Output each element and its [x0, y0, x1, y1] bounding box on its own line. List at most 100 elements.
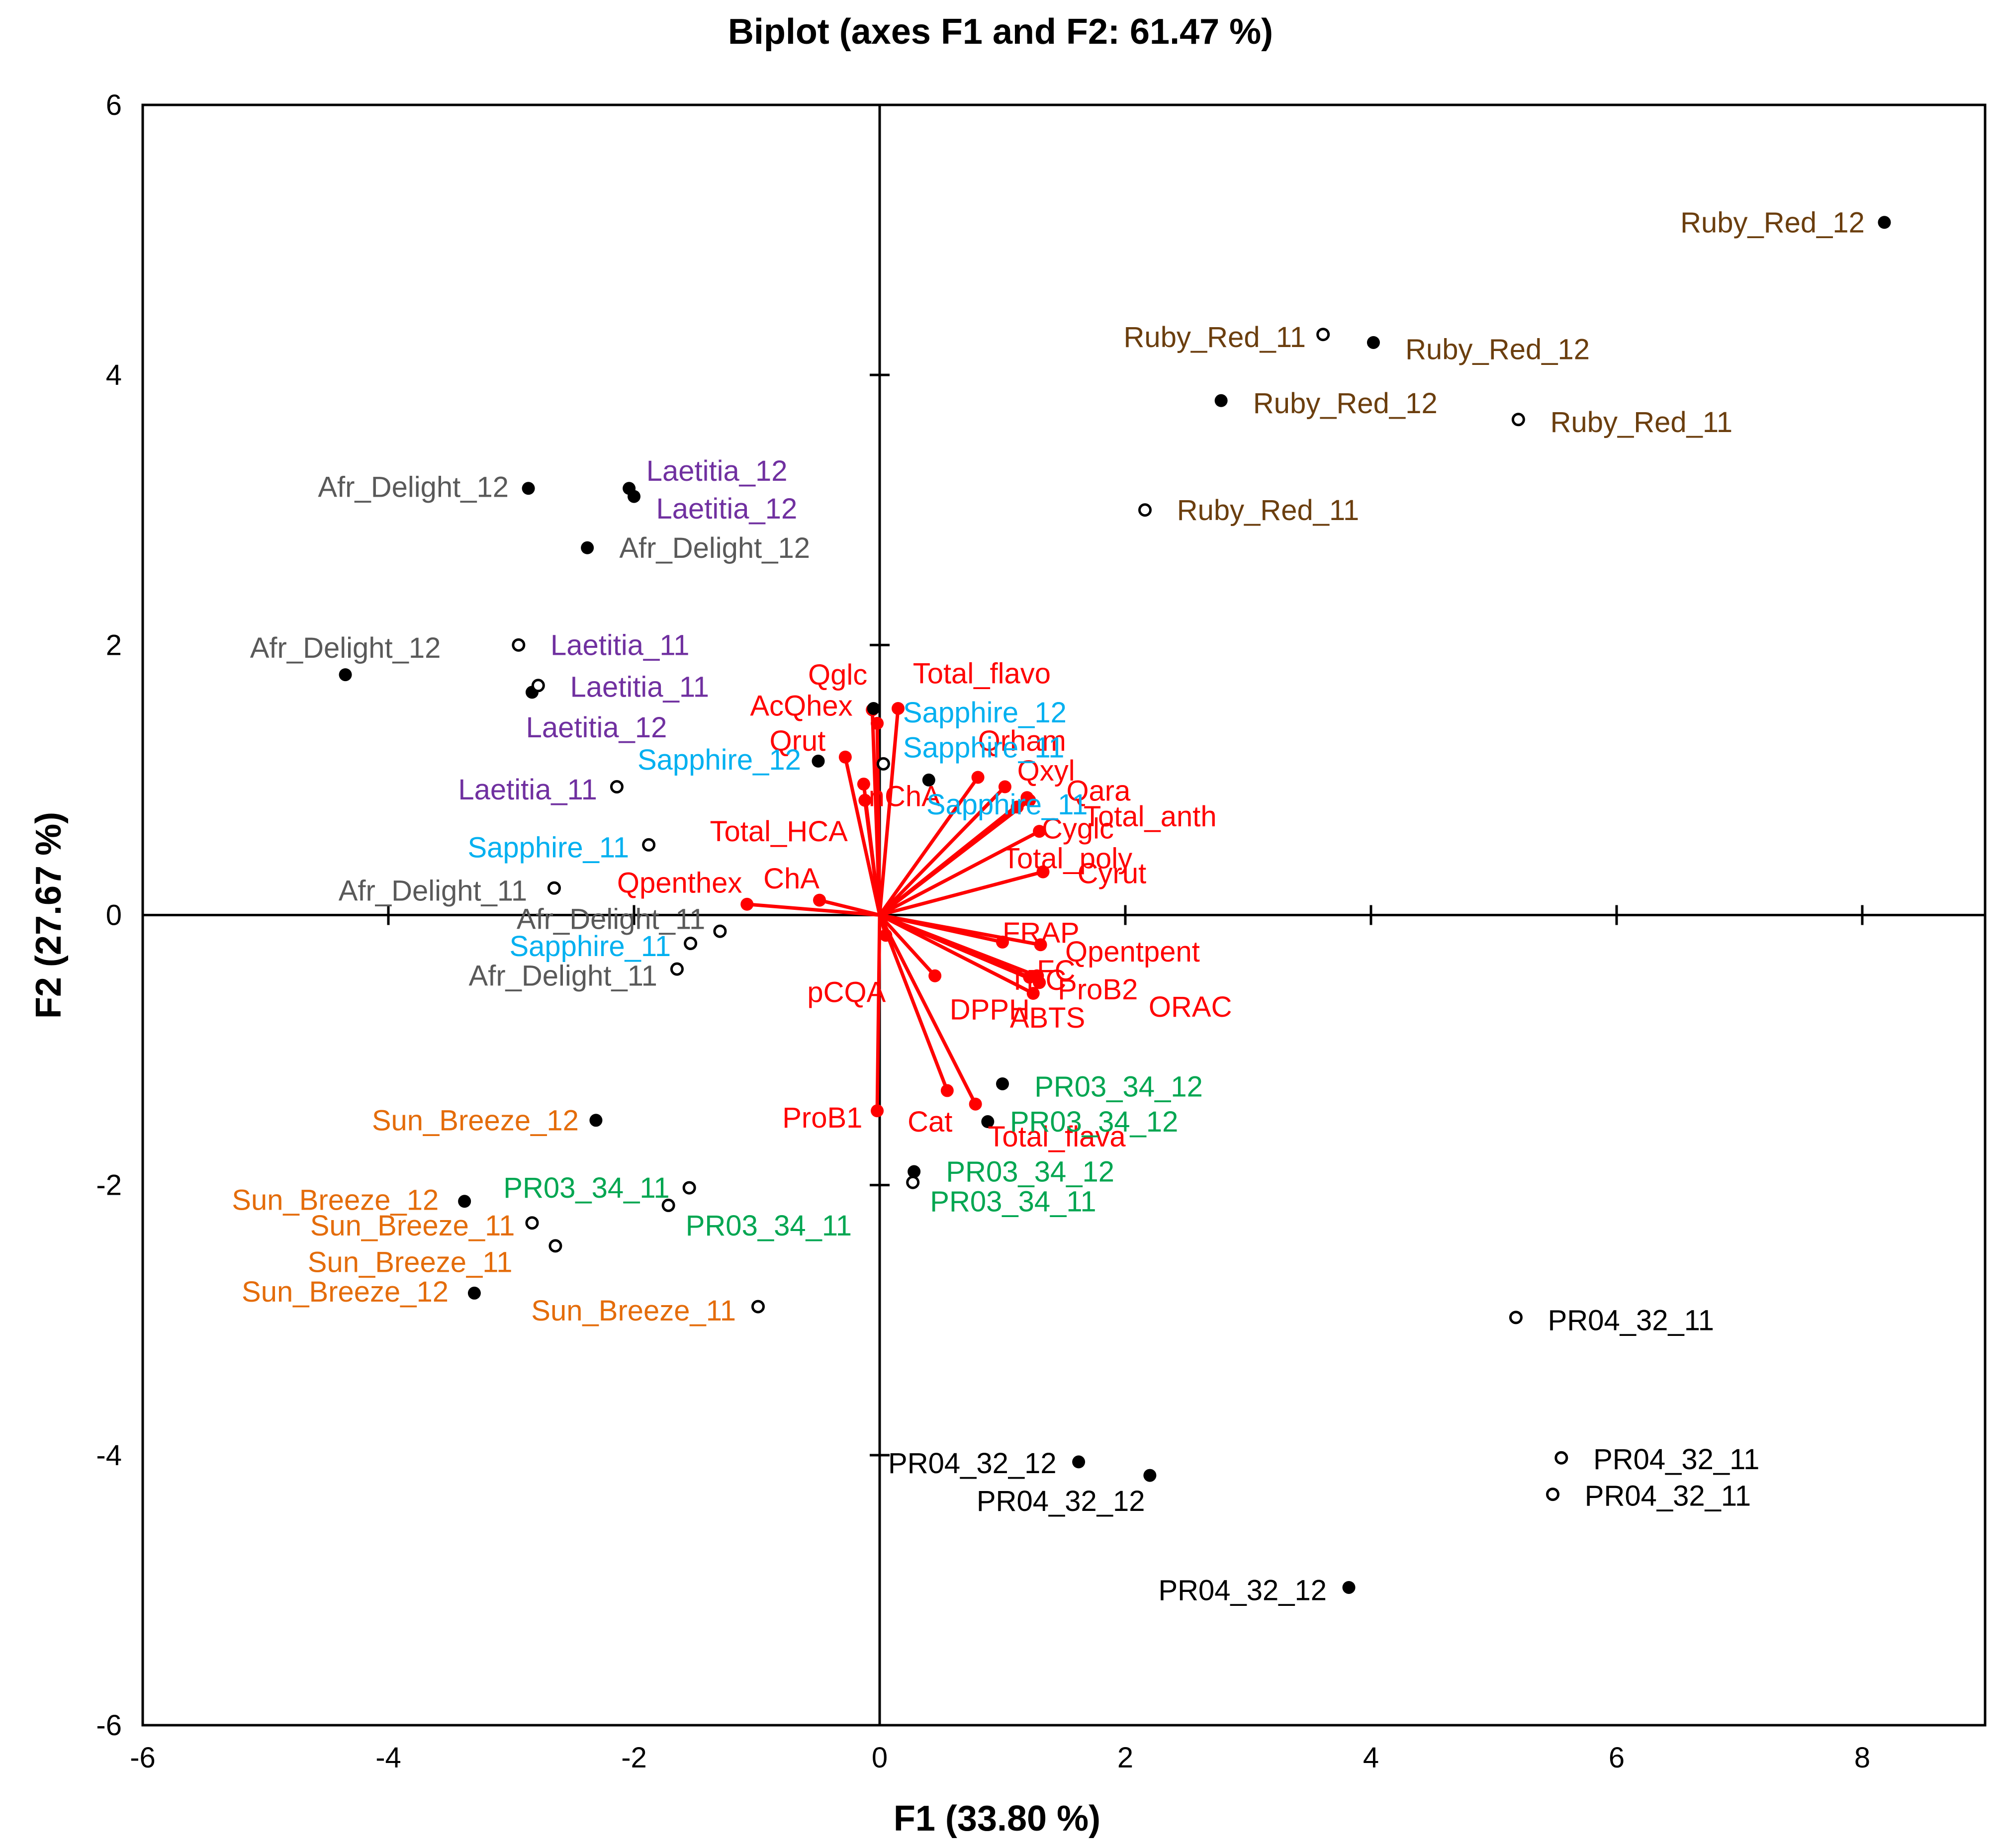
- variable-arrow-tip: [1036, 865, 1050, 879]
- observation-point: [1546, 1488, 1560, 1501]
- observation-label: Ruby_Red_12: [1253, 387, 1438, 420]
- observation-label: Sapphire_12: [903, 697, 1067, 729]
- observation-label: PR03_34_12: [1010, 1106, 1179, 1138]
- variable-vector: [878, 913, 978, 1106]
- observation-label: Laetitia_11: [550, 629, 690, 661]
- y-axis-label: F2 (27.67 %): [29, 812, 69, 1019]
- variable-vector: [875, 721, 882, 917]
- variable-arrow-tip: [1033, 976, 1046, 989]
- variable-arrows-layer: [740, 702, 1050, 1118]
- y-tick-label: 6: [106, 89, 122, 121]
- x-axis-label: F1 (33.80 %): [894, 1799, 1100, 1839]
- chart-title: Biplot (axes F1 and F2: 61.47 %): [728, 12, 1273, 52]
- observation-point: [908, 1165, 921, 1178]
- variable-label: Total_poly: [1002, 842, 1132, 875]
- variable-label: Total_anth: [1084, 800, 1217, 833]
- observation-point: [522, 482, 535, 495]
- variable-vector: [878, 829, 1041, 917]
- y-tick-label: 0: [106, 899, 122, 932]
- variable-vector: [878, 913, 1035, 995]
- observation-point: [628, 490, 640, 503]
- variable-vector: [875, 913, 882, 1113]
- x-tick-label: 8: [1854, 1742, 1870, 1774]
- observation-label: PR03_34_11: [686, 1210, 852, 1242]
- observation-label: Afr_Delight_12: [318, 471, 509, 504]
- observation-point: [610, 780, 624, 793]
- observation-point: [751, 1300, 765, 1314]
- x-tick-label: -4: [375, 1742, 401, 1774]
- observation-label: Sapphire_11: [926, 789, 1088, 821]
- observation-label: Ruby_Red_11: [1124, 321, 1306, 353]
- variable-label: Qpentpent: [1065, 936, 1200, 968]
- variable-arrow-tip: [871, 716, 884, 730]
- x-tick-label: -6: [130, 1742, 156, 1774]
- observation-point: [661, 1198, 675, 1212]
- variable-arrow-tip: [1026, 987, 1040, 1000]
- variable-vector: [878, 913, 1043, 947]
- variable-arrow-tip: [969, 1097, 982, 1111]
- variable-label: Qpenthex: [617, 867, 742, 899]
- observation-label: Sapphire_12: [637, 744, 801, 776]
- variable-label: Qglc: [808, 659, 867, 691]
- observation-label: PR03_34_12: [946, 1156, 1114, 1188]
- observation-label: PR03_34_11: [930, 1185, 1096, 1218]
- axes-layer: -6 -4 -2 0 2 4 6 8 -6 -4 -2 0 2 4 6: [96, 89, 1987, 1774]
- observation-label: Laetitia_12: [526, 711, 667, 744]
- variable-vector: [878, 775, 980, 917]
- observation-point: [867, 702, 880, 715]
- observation-label: PR04_32_12: [888, 1447, 1057, 1480]
- observation-point: [922, 773, 935, 787]
- observation-point: [458, 1195, 471, 1208]
- variable-label: nChA: [869, 781, 941, 813]
- observation-label: Sapphire_11: [903, 732, 1065, 764]
- y-tick-label: 2: [106, 629, 122, 661]
- observation-label: Laetitia_12: [646, 455, 788, 487]
- observation-point: [996, 1077, 1009, 1090]
- variable-label: Cyrut: [1078, 857, 1147, 889]
- observation-point: [467, 1286, 481, 1300]
- variable-label: ProB2: [1058, 973, 1138, 1006]
- observation-label: Sun_Breeze_12: [372, 1104, 579, 1137]
- observation-point: [906, 1175, 920, 1189]
- variable-arrow-tip: [971, 771, 985, 784]
- observation-label: Laetitia_12: [656, 493, 797, 525]
- observation-label: Sun_Breeze_11: [531, 1295, 736, 1327]
- x-tick-label: 0: [872, 1742, 888, 1774]
- observation-label: Laetitia_11: [458, 774, 597, 806]
- observation-label: Sun_Breeze_12: [242, 1276, 449, 1308]
- observation-point: [1214, 394, 1228, 407]
- variable-arrow-tip: [740, 897, 754, 911]
- x-tick-label: 2: [1117, 1742, 1133, 1774]
- variable-vector: [863, 798, 882, 917]
- variable-vector: [745, 902, 882, 917]
- variable-arrow-tip: [928, 969, 942, 982]
- observation-point: [876, 757, 890, 771]
- observation-label: Afr_Delight_11: [517, 903, 705, 936]
- x-tick-label: 6: [1609, 1742, 1625, 1774]
- variable-label: ChA: [763, 863, 819, 895]
- variable-label: ProB1: [782, 1102, 862, 1134]
- y-tick-label: -6: [96, 1709, 122, 1742]
- observation-point: [339, 668, 352, 682]
- observation-label: Sun_Breeze_12: [232, 1184, 439, 1217]
- x-tick-label: -2: [621, 1742, 647, 1774]
- observation-label: Ruby_Red_12: [1680, 206, 1865, 239]
- observation-point: [512, 638, 526, 652]
- y-tick-label: -4: [96, 1439, 122, 1472]
- observation-point: [589, 1114, 603, 1127]
- variable-arrow-tip: [1034, 938, 1047, 952]
- observation-point: [581, 541, 594, 554]
- variable-label: Cyglc: [1042, 813, 1114, 845]
- observation-label: Laetitia_11: [570, 671, 710, 704]
- observation-point: [1509, 1311, 1523, 1324]
- variable-arrow-tip: [838, 750, 852, 764]
- observation-point: [684, 937, 698, 951]
- variable-label: Qrut: [770, 725, 826, 757]
- observation-point: [548, 1239, 562, 1253]
- observation-points-layer: [339, 216, 1891, 1594]
- observation-label: PR03_34_11: [503, 1172, 669, 1204]
- observation-point: [531, 679, 545, 693]
- variable-vector: [878, 913, 1041, 984]
- variable-arrow-tip: [1023, 793, 1036, 807]
